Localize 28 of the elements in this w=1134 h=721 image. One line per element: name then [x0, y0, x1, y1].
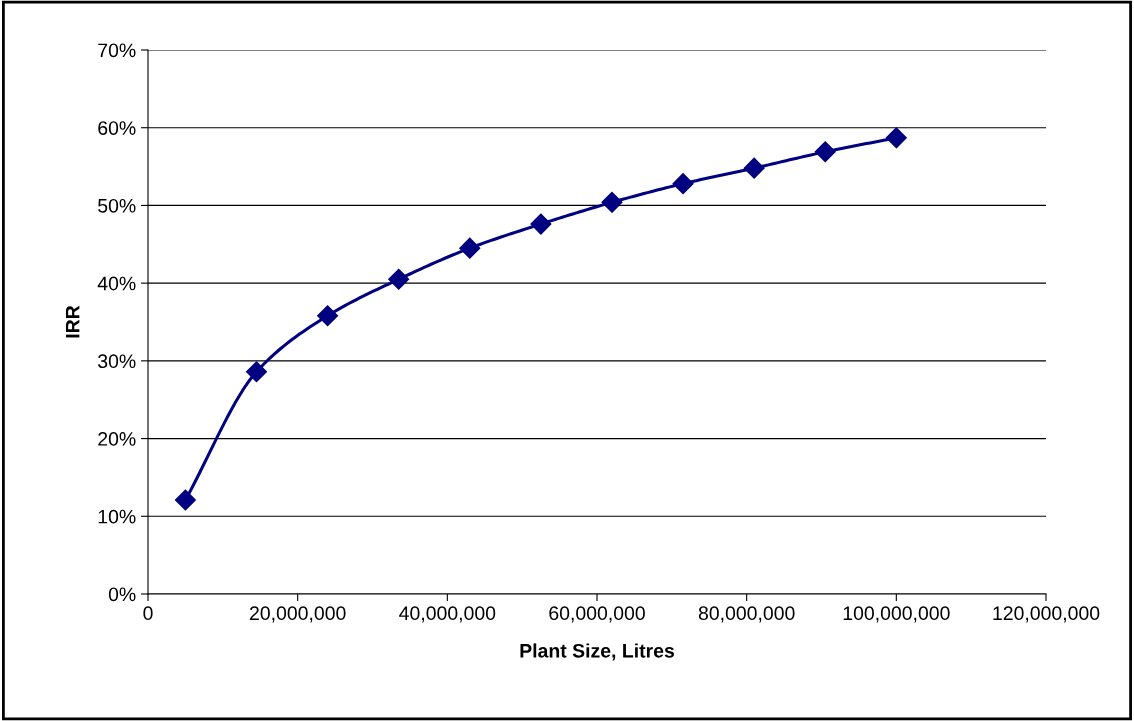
x-tick-label: 40,000,000 [399, 606, 496, 623]
point [814, 141, 836, 163]
point [601, 191, 623, 213]
y-tick-label: 10% [98, 509, 136, 524]
point [245, 361, 268, 383]
y-tick-label: 60% [98, 121, 136, 135]
y-tick-label: 70% [98, 43, 136, 58]
x-tick-label: 20,000,000 [249, 606, 346, 623]
point [672, 173, 694, 195]
y-tick-label: 30% [98, 354, 136, 369]
point [743, 157, 765, 179]
y-tick-label: 40% [97, 276, 136, 291]
point [885, 127, 907, 149]
x-tick-label: 0 [143, 606, 153, 621]
point [317, 305, 339, 327]
x-tick-label: 80,000,000 [698, 606, 795, 623]
y-axis-title: IRR [65, 305, 80, 338]
point [530, 213, 552, 235]
point [459, 237, 481, 259]
point [174, 489, 196, 511]
y-tick-label: 20% [98, 432, 136, 446]
point [388, 268, 410, 290]
x-axis-title: Plant Size, Litres [520, 643, 675, 661]
x-tick-label: 60,000,000 [549, 606, 645, 623]
x-tick-label: 120,000,000 [993, 606, 1100, 623]
y-tick-label: 0% [108, 587, 136, 602]
y-tick-label: 50% [98, 198, 136, 213]
x-tick-label: 100,000,000 [843, 606, 950, 623]
